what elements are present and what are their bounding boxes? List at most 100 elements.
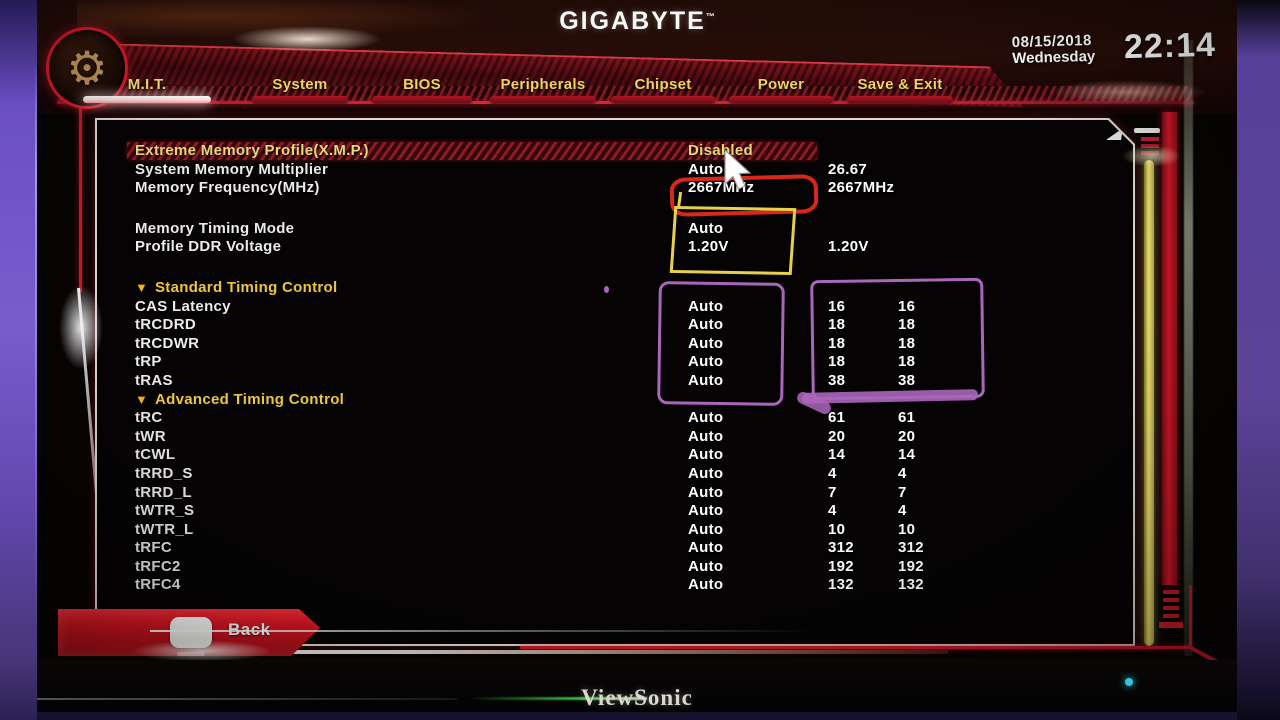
setting-current-1: 4 <box>828 502 837 520</box>
setting-label: Memory Frequency(MHz) <box>135 179 320 197</box>
setting-label: tRC <box>135 409 163 427</box>
setting-label: tRCDWR <box>135 334 200 352</box>
setting-label: Memory Timing Mode <box>135 219 295 237</box>
tab-label: System <box>272 76 328 93</box>
setting-current-2: 38 <box>898 371 916 389</box>
side-ladder-base <box>1159 622 1183 628</box>
setting-label: tRFC4 <box>135 576 181 594</box>
setting-label: tWTR_S <box>135 502 195 520</box>
setting-row[interactable]: tRP Auto 18 18 <box>97 353 1133 372</box>
setting-label: System Memory Multiplier <box>135 160 329 178</box>
mouse-cursor <box>724 148 752 190</box>
scroll-corner-icon[interactable] <box>1106 127 1123 140</box>
bezel-edge-reflection <box>1184 40 1193 656</box>
setting-label: tRAS <box>135 371 173 389</box>
setting-row[interactable]: tWTR_L Auto 10 10 <box>97 521 1133 540</box>
setting-row[interactable]: tCWL Auto 14 14 <box>97 446 1133 465</box>
setting-row[interactable]: Memory Frequency(MHz) 2667MHz 2667MHz <box>97 179 1133 198</box>
tab-label: M.I.T. <box>127 76 167 93</box>
side-light-bar-red <box>1162 112 1177 585</box>
section-label: Advanced Timing Control <box>155 390 345 408</box>
tab-power[interactable]: Power <box>729 76 833 103</box>
setting-row[interactable]: Extreme Memory Profile(X.M.P.) Disabled <box>97 142 1133 161</box>
monitor-bezel: ViewSonic <box>37 658 1237 712</box>
setting-row[interactable]: tRFC Auto 312 312 <box>97 539 1133 558</box>
setting-value: Auto <box>688 371 724 389</box>
section-header[interactable]: ▼ Advanced Timing Control <box>97 391 1133 410</box>
tab-indicator <box>372 96 472 103</box>
setting-row[interactable]: tWR Auto 20 20 <box>97 428 1133 447</box>
setting-label: tCWL <box>135 446 176 464</box>
tab-chipset[interactable]: Chipset <box>611 76 715 103</box>
setting-row[interactable]: Profile DDR Voltage 1.20V 1.20V <box>97 238 1133 257</box>
setting-current-2: 132 <box>898 576 924 594</box>
panel-body: Extreme Memory Profile(X.M.P.) Disabled Sy… <box>97 120 1133 644</box>
setting-label: tRRD_S <box>135 464 193 482</box>
setting-label: tRCDRD <box>135 316 196 334</box>
row-highlight <box>127 142 817 160</box>
tab-m-i-t[interactable]: M.I.T. <box>83 76 211 103</box>
setting-row[interactable]: CAS Latency Auto 16 16 <box>97 298 1133 317</box>
setting-value: Auto <box>688 520 724 538</box>
setting-current-2: 16 <box>898 297 916 315</box>
setting-value: Auto <box>688 539 724 557</box>
setting-label: tWTR_L <box>135 520 194 538</box>
setting-current-1: 26.67 <box>828 160 868 178</box>
setting-current-1: 2667MHz <box>828 179 895 197</box>
back-button[interactable]: Back <box>58 609 320 656</box>
setting-value: Auto <box>688 427 724 445</box>
gear-icon: ⚙ <box>66 41 108 95</box>
setting-label: tRP <box>135 353 162 371</box>
bezel-green-reflection <box>467 697 647 700</box>
tab-save-exit[interactable]: Save & Exit <box>847 76 953 103</box>
setting-row[interactable]: tRRD_S Auto 4 4 <box>97 465 1133 484</box>
setting-row[interactable]: tRRD_L Auto 7 7 <box>97 484 1133 503</box>
tab-label: BIOS <box>403 76 441 93</box>
frame-left-red-line <box>79 32 82 292</box>
setting-value: Auto <box>688 557 724 575</box>
setting-current-2: 20 <box>898 427 916 445</box>
setting-row[interactable]: tRFC4 Auto 132 132 <box>97 576 1133 595</box>
setting-current-2: 4 <box>898 502 907 520</box>
setting-label: Profile DDR Voltage <box>135 238 282 256</box>
setting-row[interactable]: tWTR_S Auto 4 4 <box>97 502 1133 521</box>
time-label: 22:14 <box>1123 25 1217 67</box>
setting-current-2: 7 <box>898 483 907 501</box>
bios-mode-button[interactable]: ⚙ <box>46 27 128 109</box>
setting-current-2: 192 <box>898 557 924 575</box>
tab-system[interactable]: System <box>252 76 348 103</box>
setting-current-1: 18 <box>828 316 846 334</box>
trademark: ™ <box>705 11 715 22</box>
monitor-brand-logo: ViewSonic <box>581 685 693 710</box>
gigabyte-logo: GIGABYTE™ <box>559 7 715 35</box>
setting-value: Auto <box>688 160 724 178</box>
setting-current-2: 4 <box>898 464 907 482</box>
tab-indicator <box>611 96 715 103</box>
bios-screen: GIGABYTE™ ⚙ 08/15/2018 Wednesday 22:14 M… <box>37 0 1237 660</box>
setting-row[interactable]: tRC Auto 61 61 <box>97 409 1133 428</box>
setting-row[interactable]: tRCDRD Auto 18 18 <box>97 316 1133 335</box>
setting-row[interactable]: tRCDWR Auto 18 18 <box>97 335 1133 354</box>
content-panel: Extreme Memory Profile(X.M.P.) Disabled Sy… <box>95 118 1135 646</box>
bottom-red-line <box>520 646 1192 649</box>
setting-row[interactable]: Memory Timing Mode Auto <box>97 220 1133 239</box>
setting-row[interactable]: tRAS Auto 38 38 <box>97 372 1133 391</box>
back-highlight-line <box>150 630 810 632</box>
monitor-stand-strip <box>37 712 1237 720</box>
setting-current-2: 10 <box>898 520 916 538</box>
row-gap <box>97 198 1133 220</box>
setting-current-1: 18 <box>828 334 846 352</box>
section-header[interactable]: ▼ Standard Timing Control <box>97 279 1133 298</box>
setting-current-2: 18 <box>898 353 916 371</box>
back-button-label: Back <box>228 620 271 640</box>
setting-label: CAS Latency <box>135 297 231 315</box>
setting-current-1: 16 <box>828 297 846 315</box>
setting-current-1: 20 <box>828 427 846 445</box>
tab-bios[interactable]: BIOS <box>372 76 472 103</box>
tab-label: Power <box>757 76 805 93</box>
setting-row[interactable]: System Memory Multiplier Auto 26.67 <box>97 161 1133 180</box>
tab-peripherals[interactable]: Peripherals <box>490 76 596 103</box>
setting-row[interactable]: tRFC2 Auto 192 192 <box>97 558 1133 577</box>
bottom-silver-line <box>58 650 948 654</box>
